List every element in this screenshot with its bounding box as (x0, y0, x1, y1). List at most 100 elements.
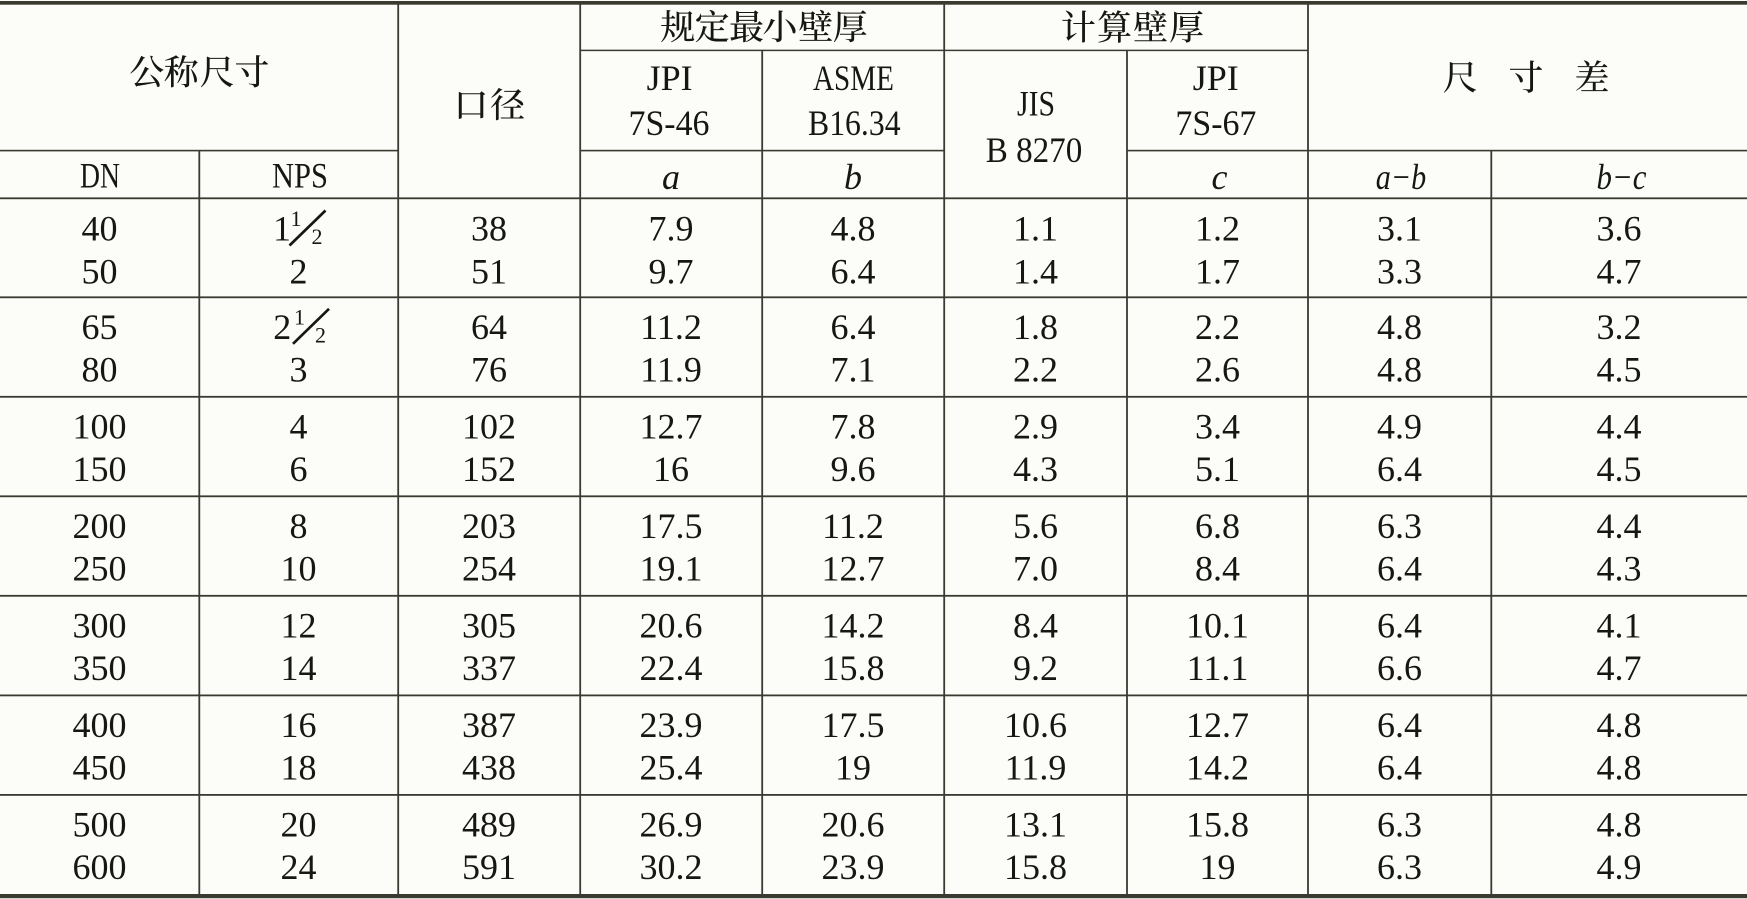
svg-text:25.4: 25.4 (640, 748, 703, 788)
svg-text:8: 8 (290, 506, 308, 546)
svg-text:4.8: 4.8 (1597, 805, 1642, 845)
svg-text:11.2: 11.2 (640, 307, 702, 347)
svg-text:5.6: 5.6 (1013, 506, 1058, 546)
svg-text:438: 438 (462, 748, 516, 788)
svg-text:76: 76 (471, 350, 507, 390)
svg-text:102: 102 (462, 407, 516, 447)
svg-text:5.1: 5.1 (1195, 449, 1240, 489)
svg-text:20: 20 (281, 805, 317, 845)
svg-text:337: 337 (462, 648, 516, 688)
svg-text:50: 50 (82, 251, 118, 291)
svg-text:6.4: 6.4 (831, 307, 876, 347)
svg-text:7.8: 7.8 (831, 407, 876, 447)
svg-text:591: 591 (462, 847, 516, 887)
svg-text:4.3: 4.3 (1013, 449, 1058, 489)
svg-text:9.2: 9.2 (1013, 648, 1058, 688)
svg-text:10.6: 10.6 (1004, 705, 1067, 745)
svg-text:16: 16 (653, 449, 689, 489)
svg-text:30.2: 30.2 (640, 847, 703, 887)
svg-text:4.5: 4.5 (1597, 350, 1642, 390)
svg-text:4.9: 4.9 (1377, 407, 1422, 447)
svg-text:203: 203 (462, 506, 516, 546)
svg-text:6.4: 6.4 (1377, 705, 1422, 745)
svg-text:7S-46: 7S-46 (629, 103, 710, 143)
svg-text:16: 16 (281, 705, 317, 745)
svg-text:6.4: 6.4 (1377, 606, 1422, 646)
svg-text:9.6: 9.6 (831, 449, 876, 489)
svg-text:c: c (1212, 157, 1228, 197)
svg-text:NPS: NPS (272, 155, 328, 195)
svg-text:3.6: 3.6 (1597, 209, 1642, 249)
svg-text:10: 10 (281, 549, 317, 589)
svg-text:400: 400 (73, 705, 127, 745)
svg-text:14.2: 14.2 (822, 606, 885, 646)
svg-text:4.9: 4.9 (1597, 847, 1642, 887)
svg-text:100: 100 (73, 407, 127, 447)
svg-text:2: 2 (312, 224, 323, 249)
svg-text:80: 80 (82, 350, 118, 390)
svg-text:152: 152 (462, 449, 516, 489)
svg-text:3.1: 3.1 (1377, 209, 1422, 249)
svg-text:6.3: 6.3 (1377, 847, 1422, 887)
svg-text:64: 64 (471, 307, 507, 347)
svg-text:6: 6 (290, 449, 308, 489)
svg-text:7.0: 7.0 (1013, 549, 1058, 589)
svg-text:19: 19 (835, 748, 871, 788)
svg-text:4.1: 4.1 (1597, 606, 1642, 646)
svg-text:2.2: 2.2 (1195, 307, 1240, 347)
svg-text:a−b: a−b (1376, 157, 1427, 197)
svg-text:3.4: 3.4 (1195, 407, 1240, 447)
svg-text:4.4: 4.4 (1597, 506, 1642, 546)
svg-text:6.4: 6.4 (831, 251, 876, 291)
svg-text:1: 1 (273, 209, 291, 249)
svg-text:6.6: 6.6 (1377, 648, 1422, 688)
svg-text:38: 38 (471, 209, 507, 249)
svg-text:2.9: 2.9 (1013, 407, 1058, 447)
svg-text:12.7: 12.7 (822, 549, 885, 589)
svg-text:2: 2 (290, 251, 308, 291)
svg-text:2.2: 2.2 (1013, 350, 1058, 390)
svg-text:11.2: 11.2 (822, 506, 884, 546)
svg-text:6.3: 6.3 (1377, 805, 1422, 845)
svg-text:ASME: ASME (813, 58, 894, 98)
svg-text:JPI: JPI (647, 58, 693, 98)
svg-text:51: 51 (471, 251, 507, 291)
svg-text:6.4: 6.4 (1377, 748, 1422, 788)
svg-text:15.8: 15.8 (1186, 805, 1249, 845)
svg-text:13.1: 13.1 (1004, 805, 1067, 845)
svg-text:10.1: 10.1 (1186, 606, 1249, 646)
svg-text:12: 12 (281, 606, 317, 646)
svg-text:1.7: 1.7 (1195, 251, 1240, 291)
svg-text:20.6: 20.6 (640, 606, 703, 646)
svg-text:B 8270: B 8270 (986, 130, 1083, 170)
svg-text:6.4: 6.4 (1377, 549, 1422, 589)
svg-text:11.9: 11.9 (1005, 748, 1067, 788)
svg-text:150: 150 (73, 449, 127, 489)
svg-text:19: 19 (1200, 847, 1236, 887)
svg-text:4: 4 (290, 407, 308, 447)
svg-text:450: 450 (73, 748, 127, 788)
svg-text:17.5: 17.5 (640, 506, 703, 546)
svg-text:b−c: b−c (1597, 157, 1647, 197)
svg-text:4.8: 4.8 (1377, 350, 1422, 390)
svg-text:2.6: 2.6 (1195, 350, 1240, 390)
svg-text:19.1: 19.1 (640, 549, 703, 589)
svg-text:6.3: 6.3 (1377, 506, 1422, 546)
svg-text:1.2: 1.2 (1195, 209, 1240, 249)
svg-text:4.8: 4.8 (831, 209, 876, 249)
svg-text:12.7: 12.7 (640, 407, 703, 447)
svg-text:350: 350 (73, 648, 127, 688)
svg-text:23.9: 23.9 (822, 847, 885, 887)
svg-text:4.8: 4.8 (1597, 705, 1642, 745)
svg-text:a: a (662, 157, 680, 197)
svg-text:3.3: 3.3 (1377, 251, 1422, 291)
svg-text:1: 1 (291, 206, 302, 231)
svg-text:12.7: 12.7 (1186, 705, 1249, 745)
svg-text:26.9: 26.9 (640, 805, 703, 845)
svg-text:4.8: 4.8 (1377, 307, 1422, 347)
svg-text:4.5: 4.5 (1597, 449, 1642, 489)
svg-text:7.9: 7.9 (649, 209, 694, 249)
svg-text:387: 387 (462, 705, 516, 745)
svg-text:24: 24 (281, 847, 317, 887)
svg-text:4.7: 4.7 (1597, 251, 1642, 291)
